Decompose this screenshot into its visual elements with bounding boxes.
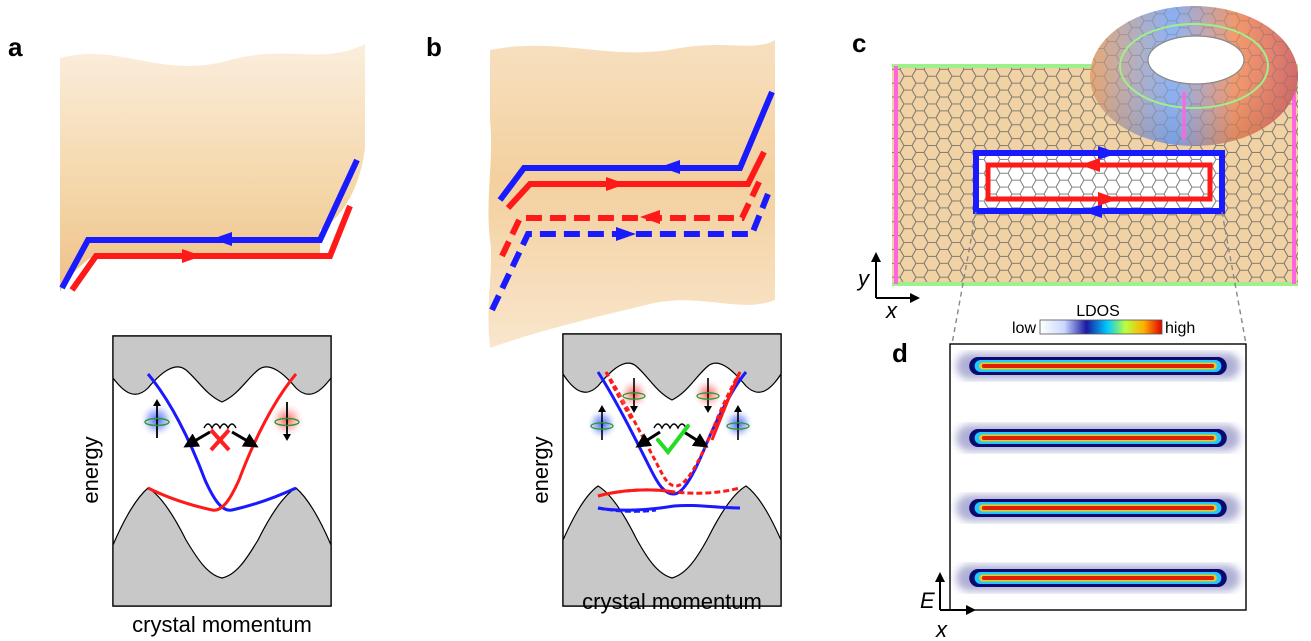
- panel-a-label: a: [8, 32, 23, 62]
- ldos-stripe-3: [956, 495, 1240, 521]
- panel-b-arrow-left-dashed-icon: [640, 210, 660, 224]
- panel-b-xlabel: crystal momentum: [582, 589, 762, 614]
- projection-line-right: [1221, 211, 1247, 345]
- panel-a-band-plot: [112, 335, 332, 607]
- panel-a-edge-spin-down: [69, 204, 353, 292]
- panel-b-arrow-right-dashed-icon: [616, 227, 636, 241]
- panel-c-axes: [871, 252, 920, 303]
- panel-d-axis-x: x: [935, 617, 948, 641]
- colorbar-high: high: [1165, 320, 1195, 337]
- panel-d-ldos-map: [949, 343, 1247, 611]
- ldos-stripe-1: [956, 353, 1240, 379]
- panel-a-band-spin-down: [147, 373, 298, 512]
- panel-b-edge-spin-up-dashed: [489, 192, 771, 312]
- projection-line-left: [951, 211, 977, 345]
- ldos-stripe-2: [956, 425, 1240, 451]
- panel-a-arrow-left-icon: [212, 232, 232, 246]
- torus-icon: [1090, 6, 1298, 146]
- panel-b-sheet: [488, 40, 775, 348]
- panel-c-label: c: [852, 28, 866, 58]
- panel-d-axis-e: E: [920, 588, 935, 613]
- colorbar: [1039, 319, 1163, 335]
- panel-b-edge-spin-down-dashed: [499, 178, 763, 258]
- panel-a-band-spin-up: [146, 373, 297, 512]
- panel-b-label: b: [426, 32, 442, 62]
- panel-a-arrow-right-icon: [182, 249, 202, 263]
- panel-d-label: d: [892, 338, 908, 368]
- green-check-icon: [656, 424, 690, 456]
- panel-b-edge-spin-down: [505, 150, 767, 211]
- colorbar-low: low: [1012, 320, 1036, 337]
- panel-b-ylabel: energy: [528, 436, 553, 503]
- panel-b-edge-spin-up: [497, 90, 775, 202]
- panel-b-arrow-left-icon: [660, 160, 680, 174]
- panel-c-axis-y: y: [856, 266, 871, 291]
- panel-b-band-plot: [562, 333, 782, 607]
- panel-a-edge-spin-up: [59, 158, 360, 290]
- colorbar-title: LDOS: [1076, 303, 1120, 320]
- panel-a-ylabel: energy: [78, 436, 103, 503]
- red-cross-icon: [209, 428, 231, 452]
- panel-a-sheet: [60, 44, 365, 292]
- panel-c-axis-x: x: [885, 298, 898, 323]
- panel-d-axes: [935, 572, 976, 615]
- panel-a-xlabel: crystal momentum: [132, 612, 312, 637]
- ldos-stripe-4: [956, 565, 1240, 591]
- panel-b-arrow-right-icon: [606, 177, 626, 191]
